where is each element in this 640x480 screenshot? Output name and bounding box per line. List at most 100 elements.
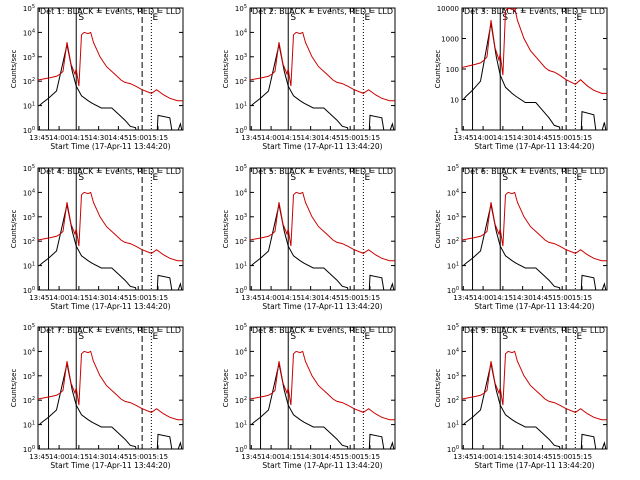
plot-frame [249,7,396,131]
x-tick-label: 14:45 [108,294,128,302]
x-tick-label: 15:15 [572,453,592,461]
panel-title: Det 9: BLACK = Events, RED = LLD [464,326,605,335]
x-tick-label: 14:00 [261,134,281,142]
y-tick-label: 100 [235,286,247,295]
y-tick-label: 103 [235,372,247,381]
x-tick-label: 13:45 [453,294,473,302]
y-tick-label: 103 [235,213,247,222]
y-tick-label: 103 [235,53,247,62]
y-tick-label: 100 [235,126,247,135]
x-tick-label: 14:00 [49,134,69,142]
plot-frame [461,7,608,131]
detector-panel-1: 13:45 14:00 14:15 14:30 14:45 15:00 15:15 100 10… [10,4,184,151]
plot-frame [249,326,396,450]
y-tick-label: 104 [447,347,459,356]
y-tick-label: 101 [447,421,459,430]
end-marker: E [577,13,583,23]
x-tick-label: 13:45 [241,294,261,302]
y-tick-label: 104 [23,188,35,197]
y-tick-label: 103 [23,213,35,222]
lld-series-line [462,191,607,262]
y-tick-label: 105 [23,164,35,173]
x-tick-label: 14:15 [69,294,89,302]
x-tick-label: 14:00 [261,294,281,302]
y-tick-label: 102 [235,396,247,405]
lld-series-line [38,350,183,421]
y-tick-label: 105 [235,4,247,13]
y-tick-label: 101 [235,102,247,111]
y-axis-label: Counts/sec [434,210,442,249]
lld-series-line [250,350,395,421]
y-tick-label: 105 [447,323,459,332]
x-axis-label: Start Time (17-Apr-11 13:44:20) [50,461,170,470]
start-marker: S [502,332,508,342]
x-tick-label: 14:30 [513,294,533,302]
y-tick-label: 102 [447,237,459,246]
events-series-line [38,44,183,130]
plot-frame [461,326,608,450]
y-tick-label: 102 [447,396,459,405]
x-axis-label: Start Time (17-Apr-11 13:44:20) [262,142,382,151]
y-tick-label: 102 [235,77,247,86]
x-tick-label: 13:45 [241,453,261,461]
x-axis-label: Start Time (17-Apr-11 13:44:20) [262,461,382,470]
x-tick-label: 14:30 [89,294,109,302]
x-tick-label: 14:45 [320,134,340,142]
x-tick-label: 14:00 [49,294,69,302]
plot-frame [461,167,608,291]
panel-title: Det 7: BLACK = Events, RED = LLD [40,326,181,335]
x-tick-label: 14:30 [89,453,109,461]
x-tick-label: 14:45 [108,453,128,461]
x-tick-label: 14:30 [301,294,321,302]
y-tick-label: 102 [23,237,35,246]
events-series-line [38,363,183,449]
y-tick-label: 100 [23,445,35,454]
y-tick-label: 102 [23,77,35,86]
panel-title: Det 3: BLACK = Events, RED = LLD [464,7,605,16]
y-tick-label: 101 [23,262,35,271]
x-tick-label: 15:15 [360,453,380,461]
x-axis-label: Start Time (17-Apr-11 13:44:20) [474,142,594,151]
x-tick-label: 14:15 [281,294,301,302]
x-tick-label: 14:45 [320,453,340,461]
lld-series-line [462,350,607,421]
x-tick-label: 14:15 [493,134,513,142]
x-tick-label: 15:00 [552,294,572,302]
lld-series-line [38,191,183,262]
end-marker: E [153,13,159,23]
y-tick-label: 105 [235,164,247,173]
x-tick-label: 13:45 [29,453,49,461]
y-tick-label: 105 [23,4,35,13]
x-tick-label: 15:00 [340,453,360,461]
x-tick-label: 14:15 [281,134,301,142]
lld-series-line [250,31,395,102]
x-tick-label: 14:45 [108,134,128,142]
y-tick-label: 1000 [441,36,459,44]
y-tick-label: 104 [447,188,459,197]
y-tick-label: 103 [447,213,459,222]
lld-series-line [250,191,395,262]
x-tick-label: 14:00 [49,453,69,461]
x-tick-label: 15:15 [360,294,380,302]
x-tick-label: 15:00 [552,453,572,461]
end-marker: E [153,173,159,183]
x-tick-label: 14:00 [473,134,493,142]
end-marker: E [365,332,371,342]
plot-frame [37,326,184,450]
y-tick-label: 102 [23,396,35,405]
events-series-line [38,204,183,290]
start-marker: S [78,332,84,342]
y-tick-label: 101 [235,421,247,430]
detector-panel-2: 13:45 14:00 14:15 14:30 14:45 15:00 15:15 100 10… [222,4,396,151]
y-tick-label: 103 [23,53,35,62]
end-marker: E [365,13,371,23]
x-axis-label: Start Time (17-Apr-11 13:44:20) [262,302,382,311]
y-tick-label: 100 [23,286,35,295]
x-tick-label: 14:45 [532,294,552,302]
x-tick-label: 14:15 [493,294,513,302]
y-tick-label: 100 [447,445,459,454]
panel-title: Det 4: BLACK = Events, RED = LLD [40,167,181,176]
start-marker: S [290,13,296,23]
y-tick-label: 101 [23,102,35,111]
